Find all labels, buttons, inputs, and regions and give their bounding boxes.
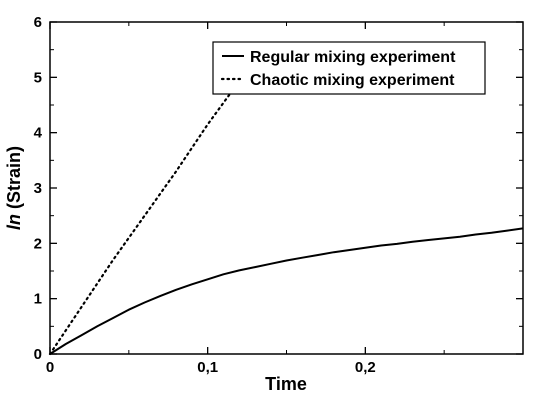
x-tick-label: 0,2 bbox=[355, 359, 376, 376]
y-axis-title: ln (Strain) bbox=[4, 146, 24, 230]
y-tick-label: 1 bbox=[34, 291, 42, 308]
series-line-regular bbox=[49, 227, 524, 355]
legend-box bbox=[212, 41, 486, 95]
x-tick-label: 0 bbox=[46, 359, 54, 376]
legend-label-regular: Regular mixing experiment bbox=[250, 49, 456, 66]
y-tick-label: 6 bbox=[34, 14, 42, 31]
y-axis-title-rest: (Strain) bbox=[4, 146, 24, 214]
x-tick-label: 0,1 bbox=[197, 359, 218, 376]
y-axis-title-italic: ln bbox=[4, 214, 24, 230]
series-layer bbox=[48, 84, 524, 356]
series-line-chaotic bbox=[48, 84, 238, 356]
y-tick-label: 3 bbox=[34, 180, 42, 197]
axis-ticks: 0 1 2 3 4 5 6 0 0,1 0,2 bbox=[34, 14, 523, 376]
legend: Regular mixing experiment Chaotic mixing… bbox=[212, 41, 486, 95]
legend-label-chaotic: Chaotic mixing experiment bbox=[250, 72, 455, 89]
y-tick-label: 4 bbox=[34, 125, 43, 142]
x-axis-title: Time bbox=[265, 374, 307, 394]
y-tick-label: 5 bbox=[34, 69, 42, 86]
y-tick-label: 2 bbox=[34, 235, 42, 252]
y-tick-label: 0 bbox=[34, 346, 42, 363]
